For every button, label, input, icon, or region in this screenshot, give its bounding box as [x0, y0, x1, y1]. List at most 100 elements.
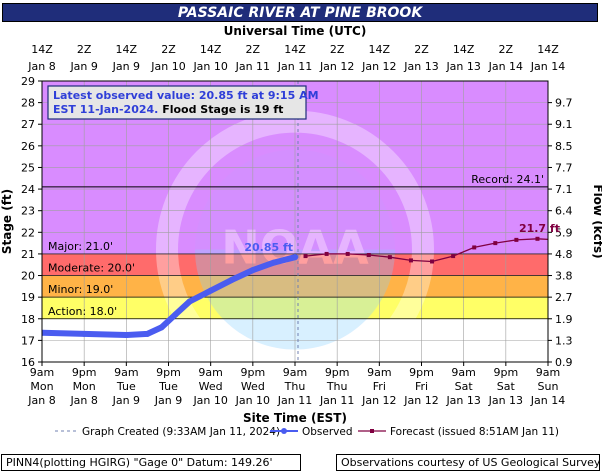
legend-created-label: Graph Created (9:33AM Jan 11, 2024): [82, 426, 280, 438]
bottom-tick-date: Jan 9: [154, 394, 182, 407]
forecast-point: [366, 253, 371, 258]
forecast-point: [451, 254, 456, 259]
latest-observed-box: [47, 85, 307, 120]
bottom-tick-date: Jan 12: [403, 394, 438, 407]
bottom-tick-day: Wed: [241, 380, 265, 393]
bottom-tick-time: 9am: [198, 366, 222, 379]
bottom-tick-time: 9am: [114, 366, 138, 379]
top-tick-label: 2Z: [77, 43, 92, 56]
series-layer: [42, 81, 548, 362]
right-tick-label: 5.9: [555, 226, 573, 239]
chart-title: PASSAIC RIVER AT PINE BROOK: [2, 3, 598, 22]
datum-footer: PINN4(plotting HGIRG) "Gage 0" Datum: 14…: [1, 454, 301, 471]
top-tick-label: 14Z: [369, 43, 391, 56]
observed-point: [270, 259, 277, 266]
bottom-tick-day: Tue: [158, 380, 178, 393]
observed-point: [172, 311, 179, 318]
forecast-point: [303, 254, 308, 259]
bottom-tick-day: Thu: [326, 380, 348, 393]
right-axis-title: Flow (kcfs): [591, 184, 602, 258]
bottom-tick-time: 9pm: [72, 366, 97, 379]
right-tick-label: 0.9: [555, 356, 573, 369]
right-tick-label: 9.7: [555, 97, 573, 110]
forecast-point: [324, 251, 329, 256]
bottom-tick-time: 9pm: [156, 366, 181, 379]
legend-forecast-marker: [370, 429, 374, 433]
top-tick-label: 14Z: [116, 43, 138, 56]
record-line: Record: 24.1': [42, 173, 548, 188]
top-tick-date: Jan 11: [235, 60, 270, 73]
top-tick-date: Jan 14: [488, 60, 523, 73]
forecast-point: [430, 259, 435, 264]
top-tick-label: 14Z: [537, 43, 559, 56]
observed-point: [144, 330, 151, 337]
top-tick-date: Jan 14: [530, 60, 565, 73]
bottom-tick-time: 9am: [367, 366, 391, 379]
right-tick-label: 9.1: [555, 118, 573, 131]
bottom-tick-time: 9pm: [493, 366, 518, 379]
right-tick-label: 1.9: [555, 313, 573, 326]
credit-footer: Observations courtesy of US Geological S…: [336, 454, 600, 471]
annotations: 20.85 ft 21.7 ft Latest observed value: 20…: [47, 85, 560, 254]
forecast-point: [345, 251, 350, 256]
legend-observed-marker: [281, 428, 287, 434]
top-tick-date: Jan 8: [27, 60, 55, 73]
forecast-point: [514, 237, 519, 242]
bottom-tick-time: 9am: [30, 366, 54, 379]
top-tick-date: Jan 12: [319, 60, 354, 73]
bottom-tick-date: Jan 9: [112, 394, 140, 407]
bottom-tick-date: Jan 13: [488, 394, 523, 407]
top-tick-label: 2Z: [499, 43, 514, 56]
forecast-peak-label: 21.7 ft: [519, 222, 560, 235]
observed-point: [292, 254, 298, 261]
top-tick-label: 14Z: [284, 43, 306, 56]
top-tick-date: Jan 9: [112, 60, 140, 73]
right-tick-label: 7.1: [555, 183, 573, 196]
right-tick-label: 2.7: [555, 291, 573, 304]
record-label: Record: 24.1': [471, 173, 544, 186]
right-tick-label: 6.4: [555, 205, 573, 218]
bottom-tick-time: 9pm: [240, 366, 265, 379]
top-tick-date: Jan 10: [150, 60, 185, 73]
right-tick-label: 8.5: [555, 140, 573, 153]
bottom-tick-time: 9am: [283, 366, 307, 379]
top-tick-date: Jan 9: [69, 60, 97, 73]
observed-point: [123, 331, 130, 338]
top-axis-title: Universal Time (UTC): [224, 24, 367, 38]
bottom-tick-day: Tue: [116, 380, 136, 393]
left-tick-label: 22: [21, 226, 35, 239]
bottom-tick-day: Wed: [199, 380, 223, 393]
top-tick-date: Jan 12: [361, 60, 396, 73]
latest-observed-date: EST 11-Jan-2024.: [53, 103, 158, 116]
latest-observed-line2: EST 11-Jan-2024. Flood Stage is 19 ft: [53, 103, 283, 116]
bottom-tick-date: Jan 14: [530, 394, 565, 407]
latest-observed-line1: Latest observed value: 20.85 ft at 9:15 …: [53, 89, 319, 102]
top-tick-date: Jan 13: [403, 60, 438, 73]
bottom-tick-day: Fri: [415, 380, 428, 393]
title-bar: PASSAIC RIVER AT PINE BROOK: [0, 0, 602, 24]
top-tick-date: Jan 10: [192, 60, 227, 73]
observed-point: [81, 330, 88, 337]
bottom-tick-date: Jan 10: [192, 394, 227, 407]
bottom-tick-date: Jan 11: [319, 394, 354, 407]
left-tick-label: 21: [21, 248, 35, 261]
left-tick-label: 20: [21, 270, 35, 283]
left-tick-label: 17: [21, 334, 35, 347]
left-tick-label: 28: [21, 97, 35, 110]
threshold-label: Minor: 19.0': [48, 283, 113, 296]
bottom-tick-date: Jan 10: [235, 394, 270, 407]
threshold-label: Moderate: 20.0': [48, 262, 135, 275]
bottom-axis-title: Site Time (EST): [243, 411, 347, 425]
right-tick-label: 3.8: [555, 270, 573, 283]
top-tick-label: 14Z: [31, 43, 53, 56]
right-tick-label: 7.7: [555, 161, 573, 174]
forecast-point: [472, 245, 477, 250]
legend: Graph Created (9:33AM Jan 11, 2024) Obser…: [55, 426, 559, 438]
observed-point: [228, 276, 235, 283]
bottom-tick-time: 9pm: [409, 366, 434, 379]
left-tick-label: 27: [21, 118, 35, 131]
observed-value-label: 20.85 ft: [244, 241, 293, 254]
observed-point: [158, 324, 165, 331]
top-tick-label: 2Z: [330, 43, 345, 56]
